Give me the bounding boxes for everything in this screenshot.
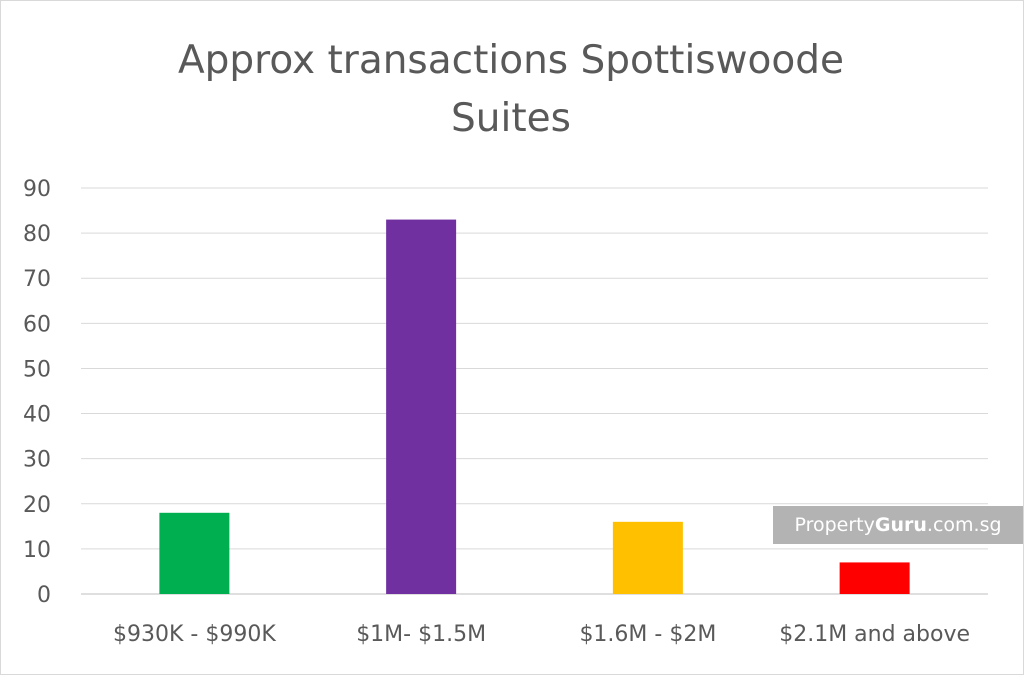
bar	[386, 219, 457, 595]
y-tick-label: 0	[37, 583, 51, 608]
bar	[612, 521, 683, 594]
propertyguru-watermark: PropertyGuru.com.sg	[773, 506, 1023, 544]
bars	[159, 219, 910, 595]
watermark-brand: Guru	[874, 514, 927, 536]
chart-title-line-1: Approx transactions Spottiswoode	[178, 38, 844, 83]
x-tick-label: $1M- $1.5M	[356, 622, 486, 647]
y-tick-label: 80	[23, 222, 51, 247]
y-tick-label: 10	[23, 538, 51, 563]
x-tick-label: $930K - $990K	[113, 622, 276, 647]
chart-title: Approx transactions Spottiswoode Suites	[178, 38, 844, 141]
chart-title-line-2: Suites	[451, 96, 571, 141]
x-tick-label: $1.6M - $2M	[579, 622, 716, 647]
x-tick-label: $2.1M and above	[779, 622, 970, 647]
watermark-suffix: .com.sg	[926, 514, 1002, 536]
y-tick-label: 90	[23, 177, 51, 202]
watermark-prefix: Property	[794, 514, 875, 536]
x-axis: $930K - $990K $1M- $1.5M $1.6M - $2M $2.1M …	[113, 622, 970, 647]
y-tick-label: 30	[23, 448, 51, 473]
bar	[159, 512, 230, 594]
bar	[839, 562, 910, 594]
y-tick-label: 20	[23, 493, 51, 518]
y-tick-label: 50	[23, 357, 51, 382]
y-axis: 0 10 20 30 40 50 60 70 80 90	[23, 177, 51, 608]
gridlines	[81, 187, 988, 595]
y-tick-label: 40	[23, 403, 51, 428]
y-tick-label: 70	[23, 267, 51, 292]
y-tick-label: 60	[23, 312, 51, 337]
